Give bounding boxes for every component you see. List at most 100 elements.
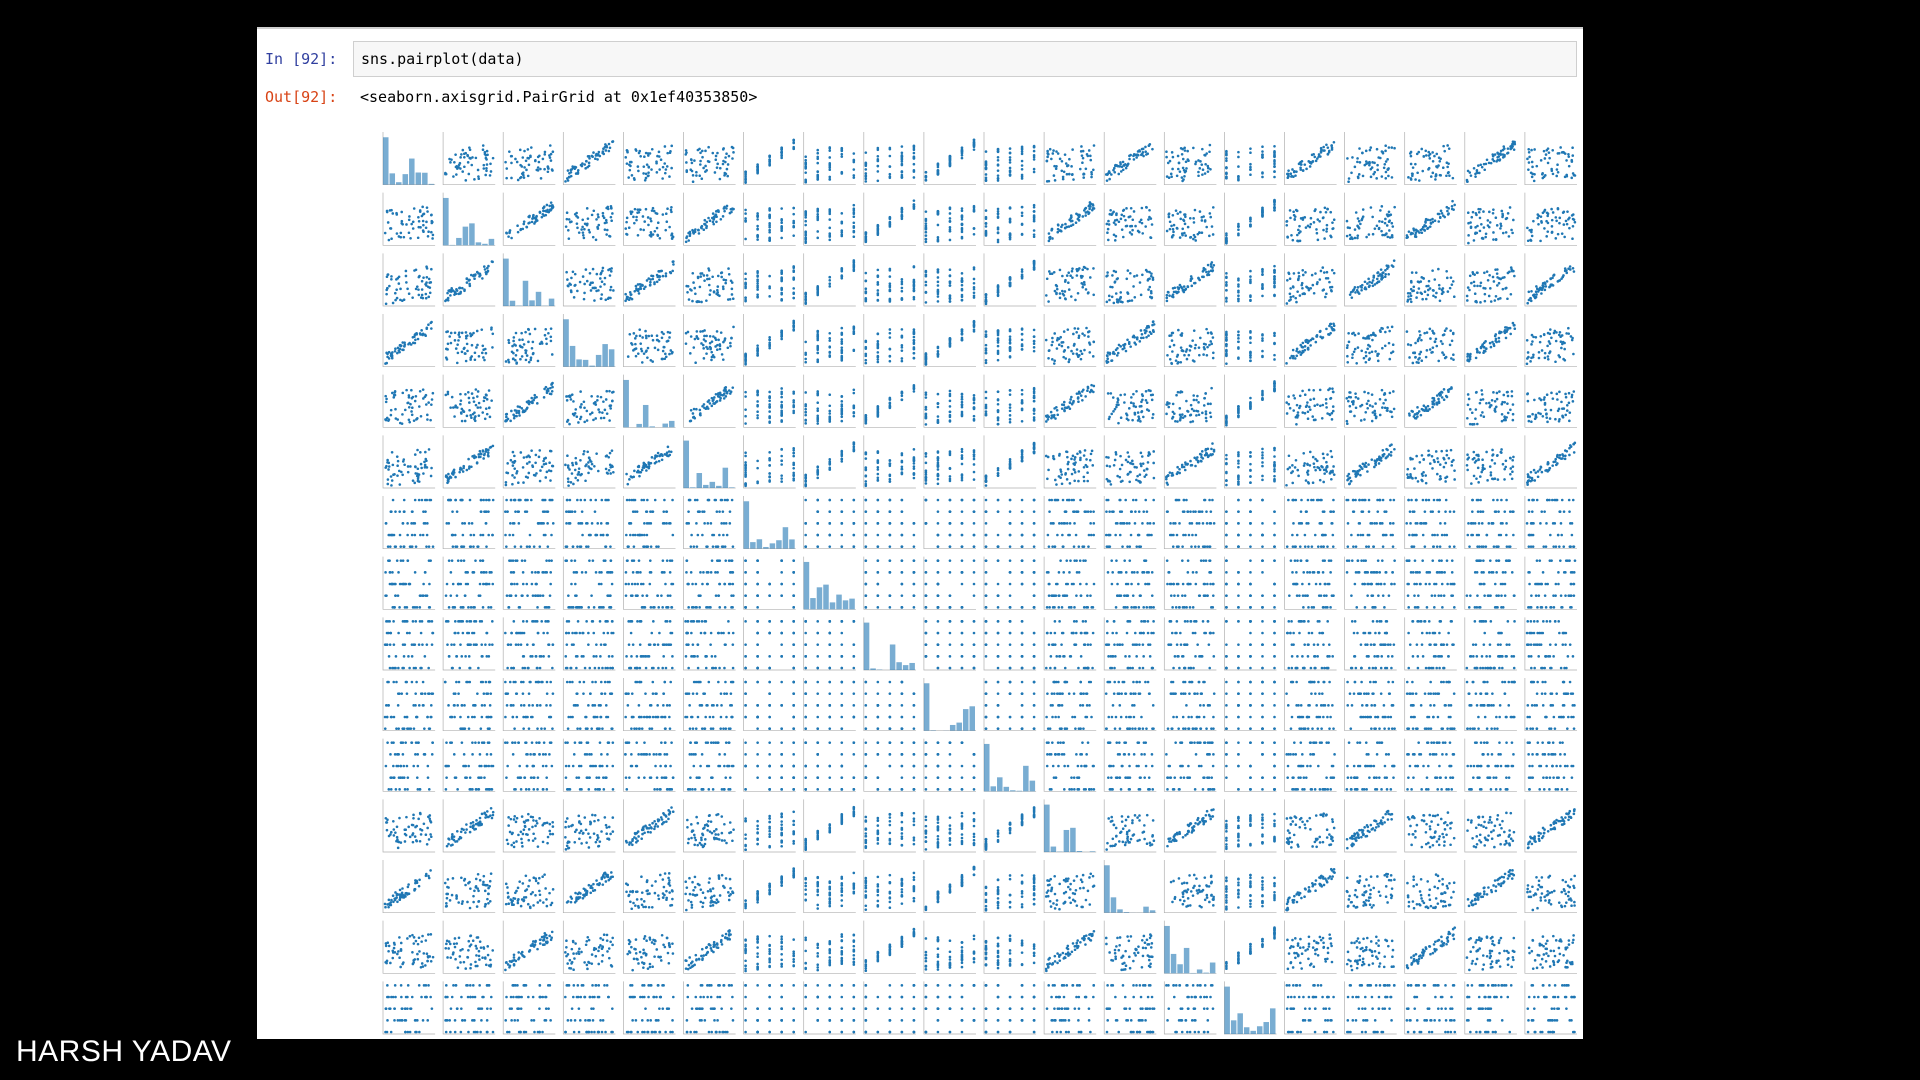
scatter-point [1533,148,1536,151]
scatter-point [1067,281,1070,285]
scatter-point [644,172,648,176]
scatter-point [477,175,480,178]
scatter-point [936,349,940,353]
scatter-point [912,151,916,155]
scatter-point [1529,239,1533,242]
scatter-point [1237,299,1240,303]
scatter-point [1192,233,1196,237]
scatter-point [1530,148,1533,152]
scatter-point [1530,160,1534,164]
histogram-bar [402,174,409,185]
scatter-point [1170,151,1174,154]
scatter-point [460,153,463,156]
scatter-point [924,280,928,284]
scatter-point [634,284,638,288]
scatter-point [1345,234,1349,238]
scatter-point [1434,174,1437,178]
scatter-point [984,217,988,221]
scatter-point [1087,335,1090,338]
pairplot-cell-2-12 [1103,253,1157,307]
scatter-point [1200,231,1204,235]
scatter-point [543,167,546,171]
scatter-point [707,283,711,287]
scatter-point [840,333,844,336]
scatter-point [450,158,453,161]
scatter-point [638,334,642,338]
scatter-point [1554,360,1557,364]
scatter-point [730,145,734,149]
scatter-point [406,287,409,291]
scatter-point [1316,238,1320,242]
scatter-point [1106,271,1109,274]
scatter-point [1138,340,1142,343]
scatter-point [716,151,719,155]
scatter-point [548,156,552,159]
scatter-point [1483,271,1486,275]
scatter-point [569,290,573,294]
scatter-point [490,399,493,402]
scatter-point [1108,298,1111,302]
scatter-point [1453,203,1456,207]
scatter-point [1008,161,1012,164]
scatter-point [936,288,940,292]
pairplot-cell-3-2 [502,314,556,368]
scatter-point [900,343,904,347]
scatter-point [717,210,720,214]
scatter-point [1209,167,1212,171]
scatter-point [463,346,466,350]
scatter-point [1170,175,1173,179]
scatter-point [840,171,844,174]
scatter-point [1176,154,1180,158]
scatter-point [744,285,747,288]
scatter-point [1470,281,1473,285]
code-input[interactable]: sns.pairplot(data) [353,41,1577,77]
scatter-point [1052,174,1056,177]
scatter-point [1541,172,1544,175]
scatter-point [864,232,868,235]
scatter-point [468,408,471,412]
scatter-point [1537,288,1541,292]
scatter-point [1261,175,1264,179]
scatter-point [1545,219,1548,223]
scatter-point [1554,237,1558,240]
scatter-point [1105,359,1108,363]
scatter-point [1066,328,1070,331]
scatter-point [1419,280,1423,283]
scatter-point [1350,296,1354,299]
scatter-point [900,157,904,160]
scatter-point [711,151,715,155]
scatter-point [1008,151,1012,155]
scatter-point [1409,287,1413,291]
scatter-point [1225,240,1228,243]
scatter-point [1112,221,1116,224]
scatter-point [1488,221,1492,224]
scatter-point [411,227,415,230]
scatter-point [1150,272,1153,275]
pairplot-cell-2-13 [1163,253,1217,307]
scatter-point [852,176,856,179]
scatter-point [1314,272,1317,275]
scatter-point [447,289,450,292]
scatter-point [708,277,711,281]
scatter-point [1309,216,1313,220]
scatter-point [1329,322,1333,326]
scatter-point [646,174,650,178]
scatter-point [1318,220,1321,223]
histogram-bar [522,280,529,306]
scatter-point [900,298,904,301]
scatter-point [530,146,533,149]
scatter-point [1508,326,1512,330]
scatter-point [1070,173,1074,177]
scatter-point [1450,204,1454,208]
scatter-point [1114,163,1117,167]
scatter-point [1325,227,1329,231]
scatter-point [485,398,489,401]
scatter-point [524,159,528,163]
scatter-point [1441,342,1444,346]
scatter-point [1495,272,1499,275]
scatter-point [1008,174,1012,177]
pairplot-cell-2-14 [1224,253,1277,307]
scatter-point [1020,275,1024,279]
scatter-point [780,269,783,272]
scatter-point [996,227,1000,231]
